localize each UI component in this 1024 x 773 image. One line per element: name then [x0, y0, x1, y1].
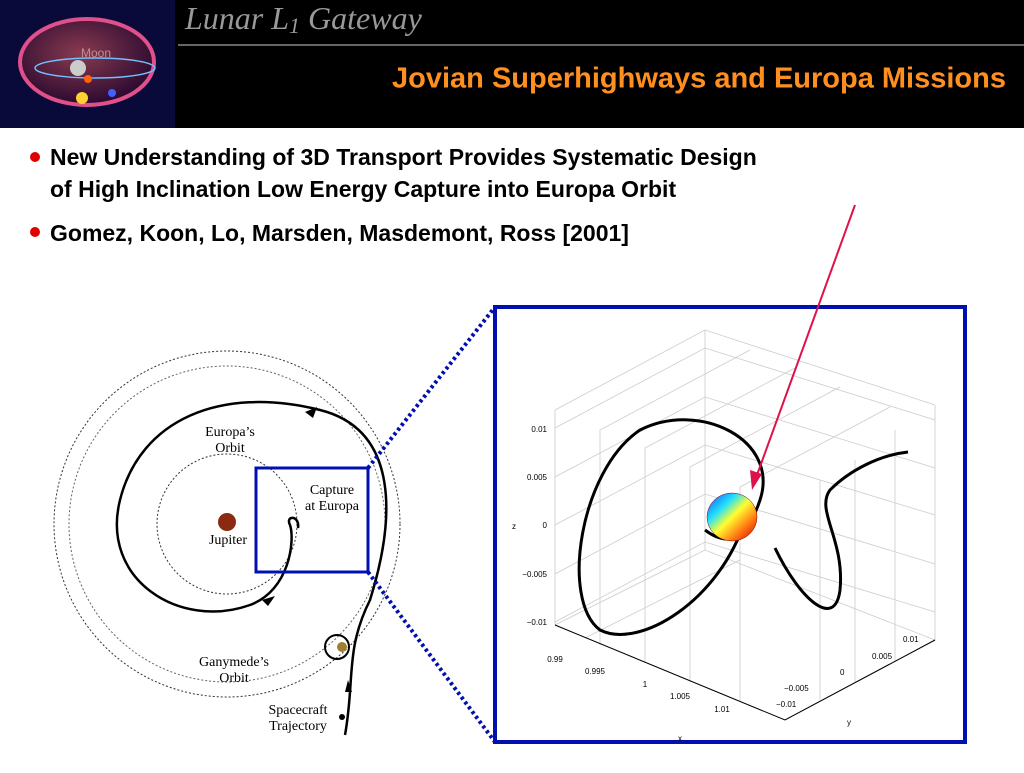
y-ticks: 0.01 0.005 0 −0.005 −0.01 — [776, 635, 919, 709]
outer-orbit — [53, 350, 401, 698]
bullet-text: New Understanding of 3D Transport Provid… — [50, 144, 757, 170]
start-point — [339, 714, 345, 720]
label: Spacecraft — [268, 703, 327, 718]
europa-sphere — [706, 492, 758, 542]
tick-label: 1 — [643, 680, 648, 689]
tick-label: 0.005 — [527, 473, 548, 482]
trajectory-3d — [577, 418, 909, 636]
tick-label: 0.005 — [872, 652, 893, 661]
logo-path — [34, 57, 156, 79]
zoom-box — [254, 466, 370, 574]
jupiter — [218, 513, 236, 531]
tick-label: 0 — [840, 668, 845, 677]
logo-dot — [84, 75, 92, 83]
axis-label: x — [678, 734, 682, 743]
logo-dot — [108, 89, 116, 97]
logo-label: Moon — [81, 46, 111, 60]
ganymede — [337, 642, 347, 652]
tick-label: 0 — [543, 521, 548, 530]
pointer-arrowhead — [750, 470, 762, 490]
trajectory — [115, 400, 388, 736]
pointer-arrow — [756, 204, 856, 476]
label: Trajectory — [269, 719, 327, 734]
z-ticks: 0.01 0.005 0 −0.005 −0.01 — [522, 425, 547, 627]
bullet-dot — [30, 152, 40, 162]
tick-label: 0.99 — [547, 655, 563, 664]
logo-orbit — [18, 17, 156, 107]
logo-earth — [76, 92, 88, 104]
tick-label: 1.005 — [670, 692, 691, 701]
logo-moon — [70, 60, 86, 76]
axis-label: y — [847, 718, 851, 727]
grid-line — [599, 349, 891, 702]
zoom-connector — [366, 570, 497, 744]
ganymede-loop — [324, 634, 350, 660]
bullet-text: Gomez, Koon, Lo, Marsden, Masdemont, Ros… — [50, 220, 629, 246]
label: Europa’s — [205, 425, 255, 440]
grid-line — [554, 347, 936, 623]
label: Jupiter — [209, 533, 247, 548]
x-ticks: 0.99 0.995 1 1.005 1.01 — [547, 655, 730, 714]
axis-line — [554, 624, 936, 721]
label: Ganymede’s — [199, 655, 269, 670]
label: Orbit — [215, 441, 245, 456]
label: Orbit — [219, 671, 249, 686]
tick-label: −0.005 — [522, 570, 547, 579]
tick-label: −0.01 — [776, 700, 797, 709]
tick-label: 0.01 — [531, 425, 547, 434]
bullet-text: of High Inclination Low Energy Capture i… — [50, 176, 676, 202]
subscript: 1 — [289, 13, 300, 38]
text: Gateway — [300, 0, 423, 36]
grid-line — [554, 430, 936, 700]
diagram-labels: Europa’s Orbit Capture at Europa Jupiter… — [199, 425, 360, 734]
header-title: Lunar L1 Gateway — [184, 0, 423, 38]
tick-label: −0.005 — [784, 684, 809, 693]
label: at Europa — [305, 499, 360, 514]
label: Capture — [310, 483, 354, 498]
zoom-connector — [366, 305, 497, 470]
text: Lunar L — [184, 0, 289, 36]
tick-label: −0.01 — [527, 618, 548, 627]
tick-label: 1.01 — [714, 705, 730, 714]
axis-label: z — [512, 522, 516, 531]
bullet-dot — [30, 227, 40, 237]
slide-title: Jovian Superhighways and Europa Missions — [392, 63, 1006, 95]
tick-label: 0.995 — [585, 667, 606, 676]
tick-label: 0.01 — [903, 635, 919, 644]
